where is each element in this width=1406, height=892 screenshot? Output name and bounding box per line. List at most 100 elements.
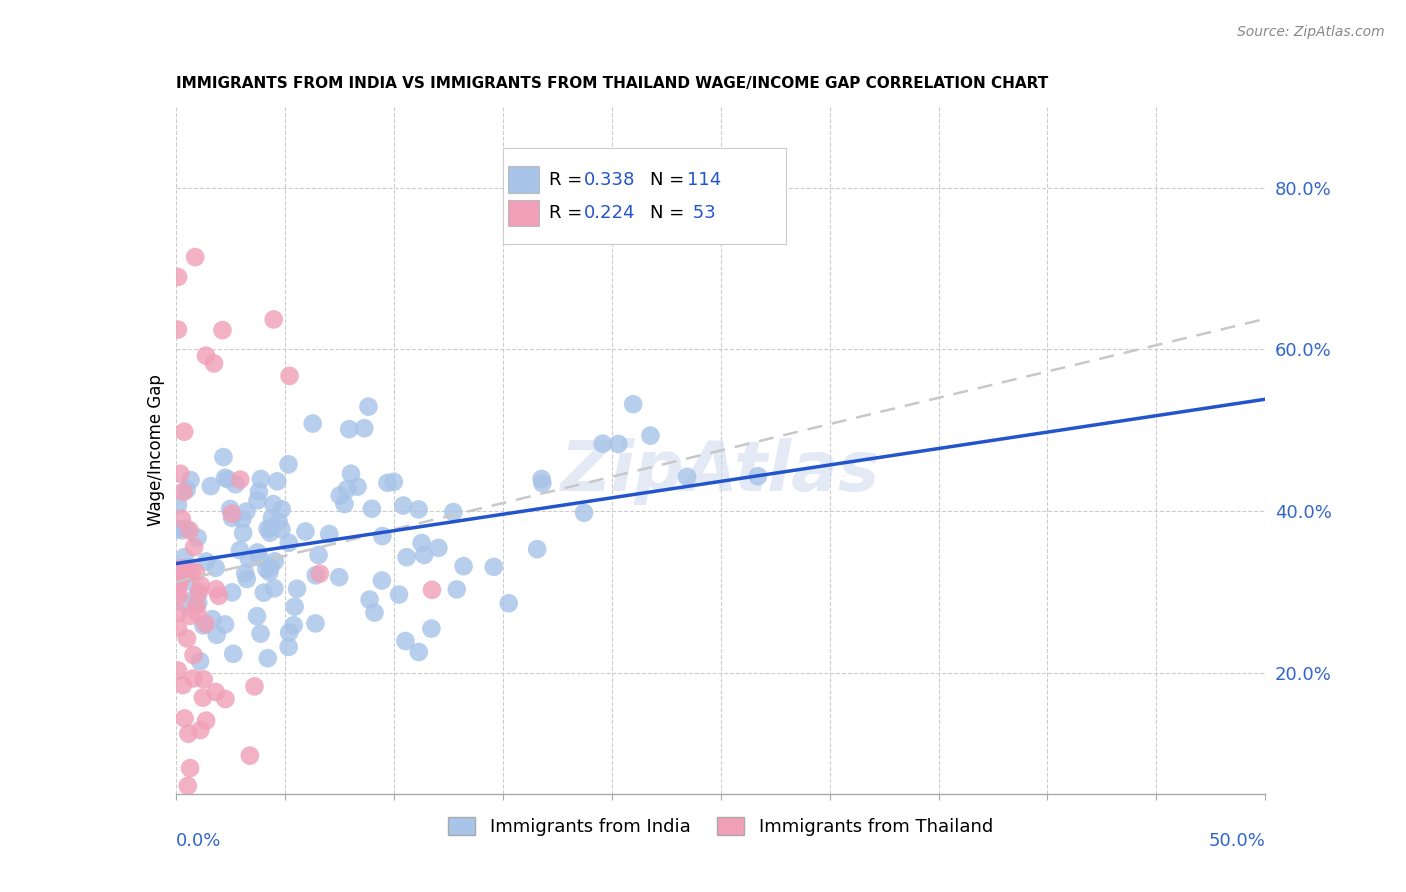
- Point: [177, 560, 200, 574]
- Point: [329, 488, 352, 502]
- Point: [526, 542, 548, 557]
- Point: [217, 472, 239, 486]
- Point: [308, 548, 330, 562]
- Point: [239, 748, 262, 763]
- Point: [177, 727, 200, 741]
- Point: [621, 397, 644, 411]
- Point: [212, 450, 235, 464]
- Point: [195, 555, 218, 569]
- Point: [256, 651, 278, 665]
- Point: [195, 349, 218, 363]
- Point: [308, 566, 330, 581]
- Point: [441, 505, 464, 519]
- Point: [186, 606, 208, 620]
- Point: [188, 654, 211, 668]
- Point: [371, 529, 394, 543]
- Point: [180, 473, 202, 487]
- Point: [211, 323, 233, 337]
- Text: R =: R =: [550, 204, 588, 222]
- Point: [177, 779, 200, 793]
- Point: [173, 711, 195, 725]
- Point: [640, 428, 662, 442]
- Point: [278, 368, 301, 383]
- Point: [176, 574, 198, 588]
- Point: [191, 690, 214, 705]
- Point: [174, 521, 197, 535]
- Point: [247, 484, 270, 499]
- Point: [167, 576, 190, 591]
- Point: [221, 507, 243, 521]
- Point: [221, 511, 243, 525]
- Point: [250, 472, 273, 486]
- Point: [413, 548, 436, 562]
- Point: [259, 559, 281, 574]
- Point: [277, 458, 299, 472]
- Point: [176, 483, 198, 497]
- Point: [222, 647, 245, 661]
- Point: [336, 482, 359, 496]
- Text: 0.338: 0.338: [583, 170, 634, 188]
- Point: [572, 506, 595, 520]
- Point: [318, 527, 340, 541]
- Legend: Immigrants from India, Immigrants from Thailand: Immigrants from India, Immigrants from T…: [441, 809, 1000, 843]
- Point: [270, 502, 292, 516]
- Point: [283, 618, 305, 632]
- Point: [172, 678, 194, 692]
- Point: [249, 626, 271, 640]
- Point: [173, 550, 195, 565]
- Point: [167, 498, 190, 512]
- Point: [187, 596, 209, 610]
- Point: [253, 585, 276, 599]
- Point: [193, 673, 215, 687]
- Point: [229, 543, 252, 558]
- Y-axis label: Wage/Income Gap: Wage/Income Gap: [146, 375, 165, 526]
- Point: [221, 585, 243, 599]
- Point: [200, 479, 222, 493]
- Point: [267, 515, 290, 529]
- Point: [363, 606, 385, 620]
- Point: [187, 585, 209, 599]
- Point: [285, 582, 308, 596]
- Point: [186, 588, 208, 602]
- Point: [193, 618, 215, 632]
- Point: [411, 536, 433, 550]
- Point: [214, 471, 236, 485]
- Point: [170, 561, 193, 575]
- Text: 50.0%: 50.0%: [1209, 831, 1265, 850]
- Point: [170, 512, 193, 526]
- Point: [357, 400, 380, 414]
- Point: [266, 475, 288, 489]
- Point: [238, 552, 260, 566]
- Point: [420, 582, 443, 597]
- Point: [243, 679, 266, 693]
- Point: [188, 723, 211, 737]
- Point: [236, 572, 259, 586]
- Point: [183, 540, 205, 554]
- Point: [260, 510, 283, 524]
- Point: [259, 525, 281, 540]
- Point: [201, 612, 224, 626]
- Point: [382, 475, 405, 489]
- Point: [676, 470, 699, 484]
- Point: [277, 640, 299, 654]
- Point: [214, 617, 236, 632]
- Point: [304, 616, 326, 631]
- Point: [747, 469, 769, 483]
- Point: [167, 584, 190, 599]
- Text: IMMIGRANTS FROM INDIA VS IMMIGRANTS FROM THAILAND WAGE/INCOME GAP CORRELATION CH: IMMIGRANTS FROM INDIA VS IMMIGRANTS FROM…: [176, 76, 1047, 91]
- Text: N =: N =: [650, 204, 690, 222]
- Point: [346, 480, 368, 494]
- Point: [179, 761, 201, 775]
- Point: [205, 628, 228, 642]
- Point: [408, 645, 430, 659]
- Point: [360, 501, 382, 516]
- Point: [194, 616, 217, 631]
- Point: [173, 425, 195, 439]
- Point: [377, 475, 399, 490]
- Point: [173, 596, 195, 610]
- Point: [446, 582, 468, 597]
- Point: [169, 573, 191, 587]
- Point: [176, 632, 198, 646]
- Text: R =: R =: [550, 170, 588, 188]
- Point: [184, 250, 207, 264]
